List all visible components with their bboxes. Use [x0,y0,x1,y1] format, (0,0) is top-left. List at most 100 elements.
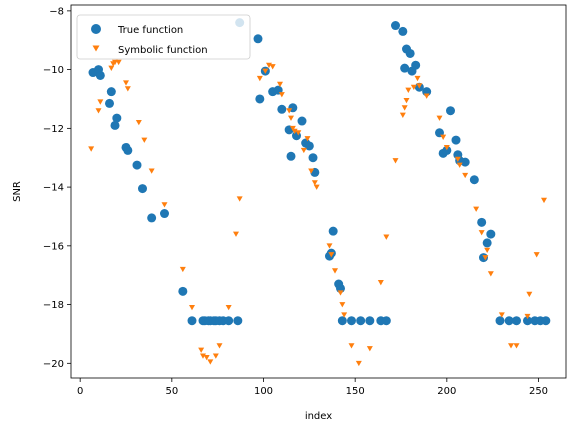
y-tick-label: −8 [49,6,64,17]
symbolic-function-point [403,97,410,104]
true-function-point [224,316,234,326]
symbolic-function-point [513,343,520,349]
symbolic-function-point [541,197,547,204]
symbolic-function-point [341,312,348,318]
true-function-point [405,48,415,58]
true-function-point [123,145,133,155]
symbolic-function-point [203,354,210,361]
x-tick-label: 0 [77,386,83,397]
symbolic-function-point [436,115,443,121]
y-tick-label: −14 [43,183,64,194]
y-axis-ticks: −20 −18 −16 −14 −12 −10 −8 [43,6,71,370]
y-tick-label: −20 [43,359,64,370]
true-function-point [400,63,410,73]
symbolic-function-point [295,130,302,136]
x-tick-label: 50 [165,386,178,397]
symbolic-function-point [328,252,335,258]
true-function-point [486,229,496,239]
symbolic-function-point [484,247,491,254]
true-function-point [398,26,408,36]
symbolic-function-point [123,80,129,86]
true-function-point [446,106,455,116]
true-function-point [451,135,461,145]
symbolic-function-point [524,313,531,320]
x-tick-label: 100 [254,386,273,397]
true-function-point [504,316,514,326]
symbolic-function-point [326,243,333,249]
symbolic-function-point [286,108,293,114]
symbolic-function-point [212,353,219,359]
symbolic-function-point [401,105,408,111]
symbolic-function-point [88,146,95,152]
symbolic-function-point [262,68,269,74]
y-tick-label: −10 [43,65,64,76]
true-function-point [110,120,120,130]
symbolic-function-point [311,180,318,186]
legend-label-symbolic: Symbolic function [118,45,208,56]
true-function-point [391,21,400,31]
true-function-point [297,116,307,126]
symbolic-function-point [198,347,205,353]
true-function-point [178,286,188,296]
symbolic-function-point [383,234,390,240]
y-tick-label: −12 [43,124,64,135]
symbolic-function-point [366,346,373,352]
symbolic-function-point [423,93,430,99]
x-tick-label: 150 [346,386,365,397]
true-function-point [482,238,492,248]
symbolic-function-point [304,136,311,142]
true-function-point [365,316,375,326]
symbolic-function-point [410,84,417,91]
symbolic-function-point [135,119,142,126]
true-function-point [160,209,169,219]
symbolic-function-point [456,162,463,168]
symbolic-function-point [399,112,406,118]
true-function-point [541,316,551,326]
y-tick-label: −16 [43,241,64,252]
true-function-point [381,316,391,326]
symbolic-function-point [288,115,294,121]
symbolic-function-point [416,83,423,89]
symbolic-function-point [95,108,102,114]
symbolic-function-point [141,137,148,143]
symbolic-function-point [189,305,195,311]
symbolic-function-point [478,230,485,236]
plot-frame [70,4,567,379]
symbolic-function-point [200,353,206,359]
symbolic-function-point [289,125,296,132]
true-function-point [337,316,347,326]
symbolic-function-point [482,255,489,261]
symbolic-function-point [498,312,505,318]
legend-marker-symbolic [92,45,100,52]
true-function-point [255,94,265,104]
symbolic-function-point [207,359,214,365]
symbolic-function-point [124,86,131,92]
true-function-point [95,70,105,80]
true-function-point [523,316,532,326]
x-axis-ticks: 0 50 100 150 200 250 [77,378,548,397]
symbolic-function-point [233,231,239,237]
symbolic-function-point [313,184,320,190]
symbolic-function-point [278,92,285,98]
symbolic-function-point [300,147,307,154]
true-function-point [253,34,263,44]
x-axis-label: index [305,411,332,422]
legend-box [76,14,251,60]
symbolic-function-point [269,64,276,70]
symbolic-function-point [308,168,315,174]
true-function-point [304,141,314,151]
symbolic-function-point [377,280,384,286]
symbolic-function-point [355,360,362,367]
true-function-point [132,160,142,170]
true-function-point [347,316,356,326]
true-function-point [286,151,296,161]
symbolic-function-point [526,291,533,298]
symbolic-function-point [392,158,399,164]
symbolic-function-point [440,134,447,140]
symbolic-function-point [339,302,346,308]
true-function-point [460,157,470,167]
x-tick-label: 250 [529,386,548,397]
symbolic-function-point [256,75,263,82]
symbolic-function-point [348,343,355,349]
